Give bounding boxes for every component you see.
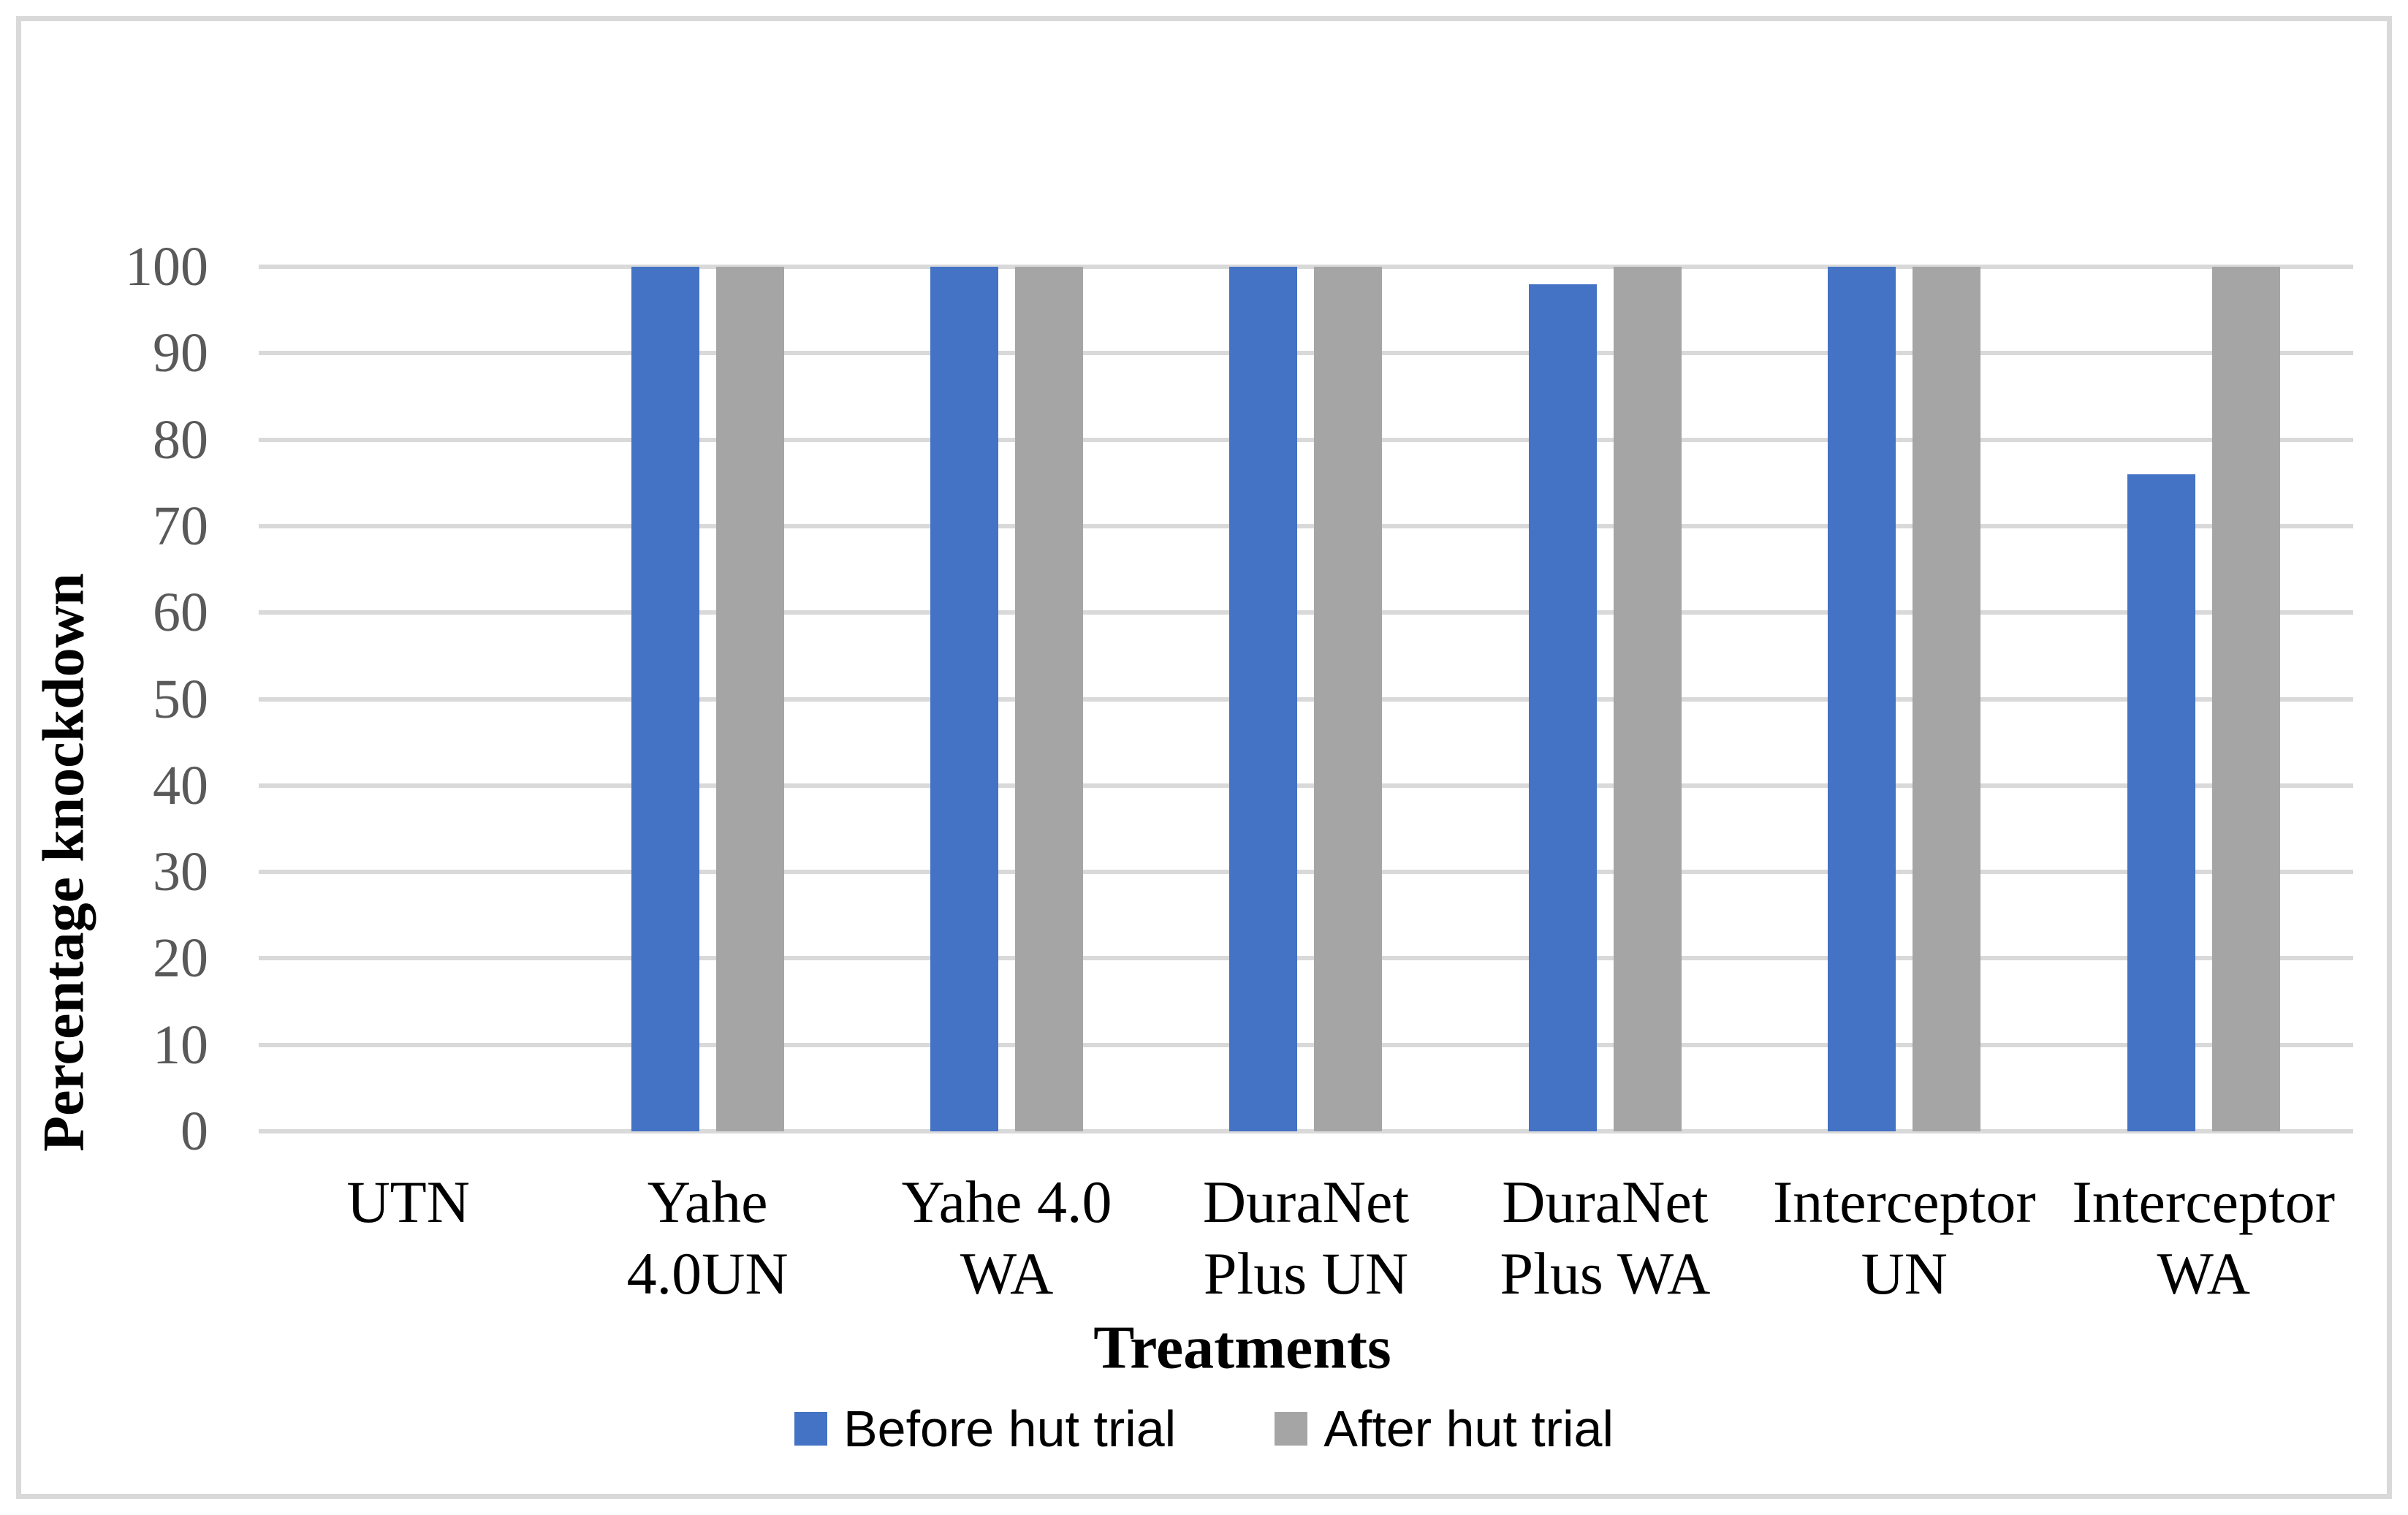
gridline [259,696,2353,702]
bar-series1-cat5 [1913,267,1981,1131]
y-tick-label: 40 [153,754,208,816]
legend-swatch-icon [1275,1412,1308,1446]
legend-label: Before hut trial [843,1400,1177,1457]
x-axis-title: Treatments [1093,1313,1391,1382]
y-tick-label: 80 [153,409,208,471]
bar-series0-cat4 [1528,284,1597,1131]
bar-group [1156,267,1455,1131]
gridline [259,437,2353,442]
y-tick-label: 50 [153,668,208,730]
legend-item: After hut trial [1275,1403,1614,1454]
x-category-label: Interceptor UN [1772,1169,2036,1307]
bar-series0-cat6 [2127,474,2195,1131]
legend-swatch-icon [794,1412,827,1446]
gridline [259,265,2353,269]
x-axis-category-labels: UTN Yahe 4.0UN Yahe 4.0 WA DuraNet Plus UN D… [259,1166,2353,1310]
gridline [259,870,2353,875]
y-tick-label: 10 [153,1014,208,1076]
bar-series1-cat6 [2211,267,2280,1131]
bar-group [2054,267,2353,1131]
gridline [259,610,2353,615]
legend-item: Before hut trial [794,1403,1176,1454]
x-category-label: Interceptor WA [2072,1169,2336,1307]
bar-series1-cat1 [715,267,784,1131]
legend-label: After hut trial [1323,1400,1614,1457]
chart-border [16,16,2392,1499]
plot-area [259,265,2353,1134]
gridline [259,1129,2353,1134]
x-category-label: DuraNet Plus WA [1500,1169,1711,1307]
x-category-label: Yahe 4.0 WA [901,1169,1112,1307]
gridline [259,1042,2353,1047]
x-category-label: Yahe 4.0UN [626,1169,789,1307]
x-category-label: UTN [346,1169,470,1235]
bar-series0-cat5 [1828,267,1896,1131]
x-category-label: DuraNet Plus UN [1202,1169,1410,1307]
bar-series0-cat1 [631,267,699,1131]
y-tick-label: 70 [153,495,208,557]
gridline [259,351,2353,356]
y-tick-label: 0 [181,1101,208,1162]
y-tick-label: 100 [125,236,208,297]
bar-group [558,267,857,1131]
bar-series1-cat3 [1314,267,1383,1131]
gridline [259,956,2353,961]
y-tick-label: 30 [153,841,208,903]
legend: Before hut trial After hut trial [0,1403,2408,1454]
bar-series0-cat3 [1229,267,1298,1131]
bar-groups [259,267,2353,1131]
bar-series1-cat2 [1015,267,1084,1131]
bar-group [857,267,1156,1131]
bar-group [1456,267,1755,1131]
gridline [259,783,2353,788]
bar-series1-cat4 [1613,267,1682,1131]
bar-series0-cat2 [930,267,999,1131]
gridline [259,523,2353,528]
y-tick-label: 60 [153,582,208,644]
y-axis-tick-labels: 100 90 80 70 60 50 40 30 20 10 0 [0,236,208,1162]
y-tick-label: 90 [153,322,208,384]
y-tick-label: 20 [153,927,208,990]
bar-group [259,267,558,1131]
bar-group [1755,267,2054,1131]
